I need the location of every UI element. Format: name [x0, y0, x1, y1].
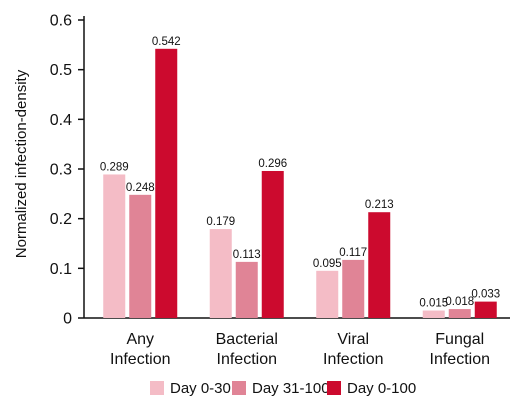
y-tick-label: 0 [63, 311, 72, 328]
bar-day-0-100-2 [368, 212, 391, 318]
legend-swatch [150, 381, 164, 395]
data-label: 0.296 [258, 158, 287, 170]
data-label: 0.179 [206, 216, 235, 228]
data-label: 0.542 [152, 36, 181, 48]
y-tick-label: 0.4 [50, 112, 72, 129]
x-tick-label: Infection [323, 351, 383, 368]
y-axis-title: Normalized infection-density [13, 69, 30, 258]
x-tick-label: Bacterial [216, 331, 278, 348]
data-label: 0.289 [100, 161, 129, 173]
bar-day-0-30-1 [209, 229, 232, 318]
bar-day-31-100-3 [448, 309, 471, 318]
x-tick-label: Any [126, 331, 154, 348]
data-label: 0.033 [471, 289, 500, 301]
axes: 0 0.1 0.2 0.3 0.4 0.5 0.6 Normalized infection-… [13, 13, 510, 368]
data-label: 0.213 [365, 199, 394, 211]
x-tick-label: Fungal [435, 331, 484, 348]
legend: Day 0-30 Day 31-100 Day 0-100 [150, 380, 416, 397]
bar-day-0-30-3 [422, 310, 445, 318]
data-label: 0.117 [339, 247, 367, 259]
legend-swatch [327, 381, 341, 395]
bar-day-31-100-0 [129, 194, 152, 318]
bar-day-0-100-1 [261, 170, 284, 318]
bar-day-0-30-2 [316, 270, 339, 318]
legend-label: Day 0-100 [347, 380, 416, 397]
x-tick-label: Infection [110, 351, 170, 368]
bar-day-0-100-0 [155, 48, 178, 318]
data-label: 0.248 [126, 182, 155, 194]
x-tick-label: Viral [337, 331, 369, 348]
y-tick-label: 0.3 [50, 162, 72, 179]
bar-day-31-100-1 [235, 261, 258, 318]
data-label: 0.113 [233, 249, 261, 261]
legend-label: Day 0-30 [170, 380, 231, 397]
legend-swatch [232, 381, 246, 395]
y-tick-label: 0.6 [50, 13, 72, 30]
y-tick-label: 0.2 [50, 211, 72, 228]
bars: 0.289 0.248 0.542 0.179 0.113 0.296 0.0950.117… [100, 36, 500, 318]
bar-day-31-100-2 [342, 259, 365, 318]
x-tick-label: Infection [217, 351, 277, 368]
bar-day-0-30-0 [103, 174, 126, 318]
x-tick-label: Infection [430, 351, 490, 368]
y-tick-label: 0.5 [50, 62, 72, 79]
data-label: 0.015 [419, 298, 448, 310]
data-label: 0.018 [445, 296, 474, 308]
data-label: 0.095 [313, 258, 342, 270]
bar-day-0-100-3 [474, 301, 497, 318]
legend-label: Day 31-100 [252, 380, 330, 397]
y-tick-label: 0.1 [50, 261, 72, 278]
